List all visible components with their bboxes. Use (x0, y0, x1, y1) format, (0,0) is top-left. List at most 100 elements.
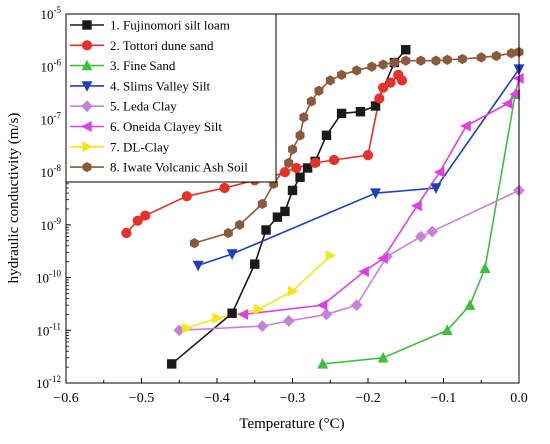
data-point-series-8 (352, 65, 362, 76)
data-point-series-4 (192, 260, 204, 272)
y-tick-label: 10-12 (36, 374, 61, 391)
legend-marker (81, 59, 93, 71)
x-tick-label: −0.2 (355, 391, 380, 406)
data-point-series-6 (377, 253, 388, 264)
series-line-3 (322, 94, 517, 365)
data-point-series-3 (479, 262, 491, 273)
data-point-series-8 (189, 237, 199, 249)
data-point-series-8 (457, 53, 467, 65)
data-point-series-1 (250, 259, 260, 269)
legend-label: 1. Fujinomori silt loam (110, 18, 230, 33)
data-point-series-3 (441, 324, 453, 335)
data-point-series-5 (350, 299, 363, 312)
x-tick-label: −0.5 (129, 391, 154, 406)
y-tick-label-exponent: -5 (54, 5, 62, 15)
y-tick-label-exponent: -12 (49, 374, 61, 384)
data-point-series-5 (426, 225, 439, 238)
x-axis-label: Temperature (°C) (239, 416, 344, 432)
y-tick-label: 10-8 (41, 163, 62, 180)
data-point-series-1 (280, 206, 290, 217)
data-point-series-5 (320, 308, 333, 321)
x-tick-label: −0.1 (431, 391, 456, 406)
data-point-series-6 (411, 200, 422, 212)
data-point-series-8 (306, 96, 316, 107)
legend-label: 6. Oneida Clayey Silt (110, 119, 222, 134)
data-point-series-2 (121, 227, 132, 239)
y-tick-label-base: 10 (36, 323, 49, 338)
data-point-series-1 (287, 185, 298, 196)
data-point-series-2 (181, 191, 192, 202)
data-point-series-2 (310, 157, 321, 168)
legend-marker (82, 141, 93, 153)
y-tick-label-base: 10 (41, 112, 54, 127)
data-point-series-7 (182, 322, 193, 334)
y-tick-label-exponent: -11 (49, 321, 61, 331)
x-tick-label: −0.3 (280, 391, 305, 406)
legend-label: 7. DL-Clay (110, 139, 170, 154)
data-point-series-2 (279, 167, 291, 178)
data-point-series-5 (256, 320, 269, 332)
data-point-series-7 (212, 312, 223, 324)
data-point-series-8 (257, 198, 267, 210)
data-point-series-7 (287, 285, 299, 297)
data-point-series-1 (272, 212, 283, 222)
data-point-series-8 (442, 54, 452, 66)
y-tick-label: 10-10 (36, 269, 61, 286)
data-point-series-4 (430, 183, 442, 194)
data-point-series-3 (317, 357, 329, 369)
legend-label: 2. Tottori dune sand (110, 38, 214, 53)
data-point-series-2 (396, 75, 408, 86)
y-tick-label-base: 10 (41, 60, 54, 75)
y-tick-label: 10-6 (41, 58, 62, 75)
data-point-series-8 (223, 227, 233, 239)
data-point-series-2 (132, 215, 143, 226)
data-point-series-2 (362, 150, 374, 161)
data-point-series-2 (219, 182, 230, 194)
y-tick-label: 10-11 (36, 321, 61, 338)
data-point-series-8 (337, 69, 347, 81)
x-tick-label: 0.0 (510, 391, 528, 406)
series-line-6 (243, 78, 520, 316)
y-tick-label: 10-7 (41, 110, 62, 127)
data-point-series-8 (314, 85, 324, 96)
data-point-series-1 (302, 163, 313, 173)
data-point-series-3 (464, 299, 476, 310)
data-point-series-8 (476, 52, 486, 63)
data-point-series-8 (235, 219, 245, 231)
legend: 1. Fujinomori silt loam 2. Tottori dune s… (65, 13, 277, 183)
x-tick-label: −0.6 (53, 391, 78, 406)
legend-box (65, 13, 277, 183)
data-point-series-2 (291, 162, 302, 174)
data-point-series-1 (295, 172, 305, 182)
y-tick-label-base: 10 (41, 7, 54, 22)
y-tick-label-exponent: -6 (54, 58, 62, 68)
data-point-series-8 (506, 48, 516, 59)
legend-marker (81, 40, 93, 51)
data-point-series-1 (227, 308, 237, 319)
data-point-series-6 (460, 120, 471, 132)
data-point-series-1 (401, 45, 411, 55)
legend-marker (81, 121, 92, 132)
data-point-series-8 (295, 130, 305, 141)
y-tick-label: 10-9 (41, 216, 62, 233)
y-tick-label-exponent: -10 (49, 269, 61, 279)
data-point-series-2 (328, 154, 340, 166)
data-point-series-4 (370, 188, 382, 200)
data-point-series-6 (316, 299, 328, 311)
y-tick-label-exponent: -8 (54, 163, 62, 173)
y-tick-label-base: 10 (36, 271, 49, 286)
data-point-series-1 (355, 107, 366, 117)
data-point-series-8 (367, 61, 377, 72)
data-point-series-2 (385, 77, 396, 88)
legend-label: 4. Slims Valley Silt (110, 78, 211, 93)
data-point-series-8 (431, 55, 441, 66)
data-point-series-7 (325, 250, 337, 262)
data-point-series-8 (416, 55, 426, 66)
y-tick-label-base: 10 (41, 218, 54, 233)
data-point-series-2 (377, 82, 389, 93)
data-point-series-7 (253, 303, 265, 315)
y-tick-label-exponent: -9 (54, 216, 62, 226)
data-point-series-8 (389, 57, 399, 68)
y-tick-label: 10-5 (41, 5, 62, 22)
